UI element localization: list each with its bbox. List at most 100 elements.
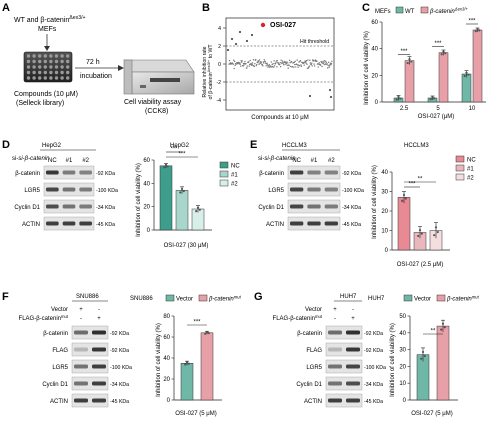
b-point [324,60,327,62]
library-label: (Selleck library) [16,100,64,107]
g-y-tick-label: 40 [399,331,406,337]
d-band [79,170,92,175]
d-replicate [198,208,201,211]
e-band [324,170,338,175]
g-replicate [443,326,446,329]
c-y-tick-label: 20 [371,73,378,79]
b-point [244,60,246,63]
plate-well [54,54,59,58]
c-sig-label: *** [468,19,476,25]
f-band [92,364,106,369]
e-replicate [417,234,420,238]
g-blot-label: LGR5 [306,365,322,371]
plate-well [32,70,36,75]
f-legend-swatch [165,294,175,302]
f-kda-label: -92 KDa [110,348,129,354]
f-band [92,330,106,335]
e-kda-label: -100 KDa [342,188,364,194]
c-wt-replicate [467,73,470,76]
d-kda-label: -100 KDa [96,188,118,194]
b-outlier-point [250,33,254,37]
b-point [287,67,289,69]
b-point [311,65,313,67]
g-kda-label: -92 KDa [364,348,383,354]
c-sig-label: *** [434,41,442,47]
b-point [280,59,282,61]
d-ylabel: Inhibition of cell viability (%) [136,163,142,237]
e-legend-label: #2 [467,176,474,182]
b-tick-label: -4 [216,98,221,104]
panel-e: E HCCLM3 si-si-β-catenin NC #1 #2 β-catenin… [250,139,476,268]
panel-letter-b: B [202,2,210,14]
e-y-tick-label: 40 [381,170,388,176]
plate-well [49,76,53,80]
b-point [317,66,319,68]
b-point [256,63,258,66]
b-scatter [226,30,333,99]
b-point [261,64,264,66]
f-sign: + [97,316,101,322]
d-blot: NC #1 #2 β-catenin -92 KDa LGR5 -100 KDa Cyclin… [14,158,118,231]
c-y-tick-label: 60 [371,20,378,26]
d-blot-label: ACTIN [22,222,40,228]
g-replicate [441,322,445,325]
b-point [249,59,251,62]
b-ylabel-2: of β-cateninΔex3/+ to WT [206,44,214,100]
f-bar [200,332,214,401]
panel-letter-f: F [2,291,9,303]
b-point [267,66,269,68]
b-point [250,62,252,65]
g-band [346,381,360,386]
plate-well [43,54,47,58]
c-mut-replicate [440,53,443,56]
f-blot-strip [71,325,109,340]
osi027-label: OSI-027 [270,22,296,29]
c-mut-replicate [474,30,477,33]
b-point [295,63,298,65]
panel-letter-c: C [362,2,370,14]
plate-well [43,70,47,75]
panel-d: D HepG2 si-si-β-catenin NC #1 #2 β-catenin -… [2,139,240,249]
b-point [311,62,313,64]
assay-label-2: (CCK8) [145,108,168,115]
b-point [279,63,281,66]
f-sign: - [98,307,100,313]
f-legend-label: β-cateninmut [208,295,242,303]
f-y-tick-label: 20 [163,377,170,383]
d-band [46,221,59,226]
panel-g: G HUH7 VectorFLAG-β-cateninmut+--+β-cate… [254,291,480,417]
b-point [233,67,235,70]
g-bar [416,354,430,401]
e-si-label: si-si-β-catenin [258,156,296,162]
g-band [346,347,360,352]
e-ylabel: Inhibition of cell viability (%) [372,165,378,239]
c-legend-mut-swatch [420,6,429,14]
f-replicate [205,331,209,334]
g-blot-strip [325,393,363,408]
f-y-tick-label: 40 [163,356,170,362]
g-y-tick-label: 30 [399,348,406,354]
b-tick-label: -2 [216,80,221,86]
plate-well [26,65,31,69]
b-point [265,65,267,67]
d-legend-swatch [219,170,229,178]
d-lane-label: #2 [82,158,89,164]
e-kda-label: -45 KDa [342,222,361,228]
g-kda-label: -45 KDa [364,399,383,405]
b-point [256,61,259,64]
b-point [325,61,327,63]
f-cell-label: SNU886 [76,294,99,300]
b-point [240,61,243,63]
c-mut-replicate [478,29,481,32]
g-row-vector: Vector [305,307,322,313]
b-point [248,61,250,63]
d-blot-label: Cyclin D1 [14,205,40,211]
b-point [318,62,320,64]
e-band [290,187,304,192]
g-kda-label: -34 KDa [364,382,383,388]
e-replicate [404,197,407,200]
plate-well [38,76,42,80]
b-point [294,63,296,66]
b-point [281,62,283,65]
d-lane-label: #1 [66,158,73,164]
